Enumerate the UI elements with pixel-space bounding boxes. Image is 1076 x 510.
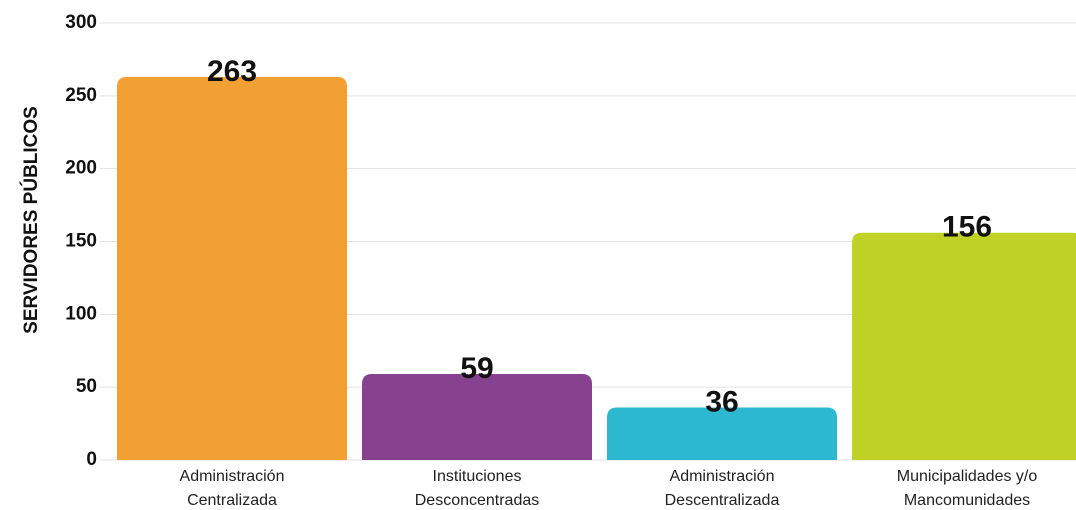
value-label: 263: [207, 55, 257, 88]
bar: [607, 407, 837, 460]
x-tick-label: Municipalidades y/o: [897, 468, 1038, 485]
y-tick-label: 300: [65, 12, 97, 33]
x-tick-label: Administración: [180, 468, 285, 485]
y-tick-label: 250: [65, 85, 97, 106]
y-tick-label: 150: [65, 231, 97, 252]
bar: [852, 232, 1076, 460]
y-axis-label: SERVIDORES PÚBLICOS: [20, 106, 42, 334]
x-tick-label: Administración: [670, 468, 775, 485]
y-tick-label: 200: [65, 158, 97, 179]
x-tick-label: Desconcentradas: [415, 492, 540, 509]
value-label: 36: [705, 385, 738, 418]
bar: [362, 374, 592, 460]
y-tick-label: 50: [76, 376, 97, 397]
value-label: 156: [942, 211, 992, 244]
bar: [117, 76, 347, 460]
value-label: 59: [460, 352, 493, 385]
x-tick-label: Instituciones: [433, 468, 522, 485]
x-tick-label: Mancomunidades: [904, 492, 1030, 509]
x-tick-label: Centralizada: [187, 492, 277, 509]
x-tick-label: Descentralizada: [665, 492, 780, 509]
y-tick-label: 100: [65, 303, 97, 324]
y-tick-label: 0: [86, 449, 97, 470]
